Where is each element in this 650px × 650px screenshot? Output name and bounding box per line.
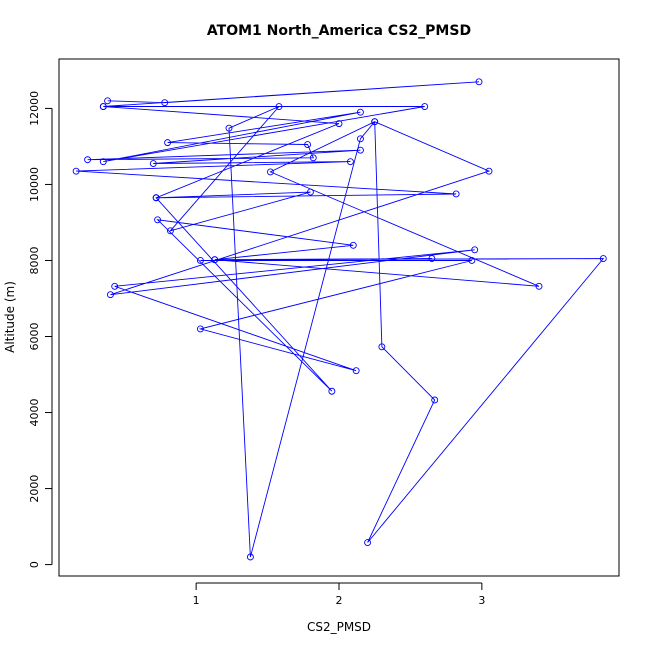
plot-border <box>58 58 620 577</box>
x-tick-label: 1 <box>193 594 200 607</box>
data-point <box>99 158 107 166</box>
data-point <box>106 291 114 299</box>
data-point <box>378 343 386 351</box>
data-point <box>428 255 436 263</box>
data-point <box>452 190 460 198</box>
y-tick-label: 10000 <box>28 167 41 202</box>
data-point <box>72 167 80 175</box>
y-axis-label: Altitude (m) <box>3 281 17 353</box>
axes: 1 2 3 0 2000 4000 6000 8000 10000 12000 <box>28 91 485 607</box>
data-point <box>111 282 119 290</box>
data-point <box>154 216 162 224</box>
data-point <box>196 325 204 333</box>
y-tick-label: 8000 <box>28 246 41 274</box>
data-point <box>246 553 254 561</box>
data-point <box>535 282 543 290</box>
data-point <box>225 124 233 132</box>
x-tick-label: 2 <box>336 594 343 607</box>
data-point <box>485 167 493 175</box>
data-point <box>84 156 92 164</box>
y-tick-label: 12000 <box>28 91 41 126</box>
data-point <box>309 154 317 162</box>
y-tick-label: 0 <box>28 561 41 568</box>
plot-area <box>58 58 620 577</box>
data-point <box>164 139 172 147</box>
data-point <box>196 257 204 264</box>
data-point <box>352 367 360 375</box>
y-tick-label: 2000 <box>28 475 41 503</box>
data-point <box>266 168 274 176</box>
data-point <box>104 97 112 105</box>
x-tick-label: 3 <box>478 594 485 607</box>
data-point <box>468 257 476 264</box>
chart-title: ATOM1 North_America CS2_PMSD <box>207 23 471 39</box>
data-point <box>152 194 160 202</box>
y-tick-label: 4000 <box>28 399 41 427</box>
data-point <box>421 103 429 110</box>
data-point <box>149 160 157 167</box>
data-point <box>304 141 312 148</box>
data-point <box>356 135 364 143</box>
data-point <box>275 103 283 110</box>
data-point <box>335 120 343 128</box>
series-line <box>76 81 605 558</box>
data-point <box>364 539 372 546</box>
y-tick-label: 6000 <box>28 323 41 351</box>
data-point <box>471 246 479 254</box>
data-point <box>161 99 169 107</box>
data-point <box>166 227 174 235</box>
data-point <box>431 396 439 404</box>
data-series <box>72 78 607 561</box>
data-point <box>356 146 364 154</box>
data-point <box>328 387 336 395</box>
data-point <box>599 255 607 263</box>
data-point <box>371 118 379 126</box>
data-point <box>475 78 483 86</box>
data-point <box>349 241 357 249</box>
data-point <box>211 256 219 264</box>
data-point <box>99 103 107 110</box>
data-point <box>356 108 364 116</box>
data-point <box>306 188 314 196</box>
data-point <box>346 158 354 166</box>
x-axis-label: CS2_PMSD <box>307 620 371 634</box>
